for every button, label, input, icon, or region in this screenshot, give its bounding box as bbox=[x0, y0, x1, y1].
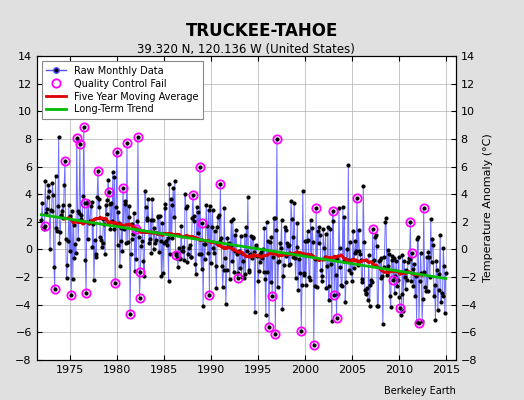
Y-axis label: Temperature Anomaly (°C): Temperature Anomaly (°C) bbox=[483, 134, 493, 282]
Legend: Raw Monthly Data, Quality Control Fail, Five Year Moving Average, Long-Term Tren: Raw Monthly Data, Quality Control Fail, … bbox=[41, 61, 203, 119]
Text: TRUCKEE-TAHOE: TRUCKEE-TAHOE bbox=[186, 22, 338, 40]
Text: Berkeley Earth: Berkeley Earth bbox=[384, 386, 456, 396]
Title: 39.320 N, 120.136 W (United States): 39.320 N, 120.136 W (United States) bbox=[137, 43, 355, 56]
